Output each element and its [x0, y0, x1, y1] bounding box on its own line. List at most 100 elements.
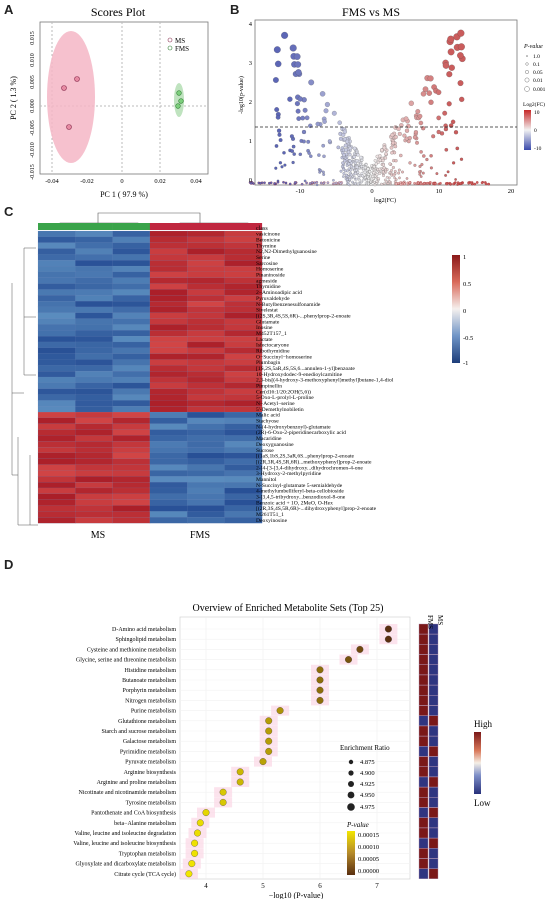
volcano-point: [382, 145, 387, 150]
strip-cell: [428, 735, 439, 747]
sample-strip: [418, 623, 439, 879]
heatmap-cell: [112, 306, 151, 314]
row-label: [1S,2S,5aR,4S,5S,6...annulen-1-yl]benzoa…: [256, 366, 355, 372]
row-label: 10-Hydroxydodec-9-enedioylcarnitine: [256, 372, 343, 378]
volcano-point: [282, 181, 285, 184]
volcano-point: [444, 148, 449, 152]
volcano-point: [352, 146, 357, 151]
volcano-point: [263, 181, 266, 185]
heatmap-cell: [187, 417, 225, 424]
heatmap-cell: [187, 301, 225, 308]
heatmap-cell: [75, 265, 113, 273]
volcano-point: [480, 181, 484, 185]
heatmap-cell: [112, 265, 151, 273]
heatmap-cell: [149, 487, 188, 495]
x-tick: 6: [318, 882, 322, 890]
strip-cell: [428, 797, 439, 808]
fc-legend-tick: 10: [534, 110, 540, 116]
heatmap-cell: [149, 365, 188, 372]
heatmap-cell: [187, 499, 225, 506]
heatmap-cell: [37, 353, 76, 360]
volcano-point: [357, 176, 361, 179]
heatmap-cell: [112, 324, 151, 331]
volcano-point: [378, 167, 382, 171]
volcano-point: [467, 181, 471, 185]
volcano-point: [355, 177, 359, 181]
volcano-point: [357, 181, 361, 185]
fc-legend-tick: 0: [534, 128, 537, 134]
heatmap-cell: [149, 306, 188, 314]
heatmap-cell: [187, 517, 225, 524]
heatmap-cell: [37, 417, 76, 424]
heatmap-cell: [37, 470, 76, 477]
strip-cell: [428, 756, 439, 767]
strip-cell: [418, 735, 429, 747]
volcano-point: [436, 129, 441, 135]
heatmap-cell: [149, 341, 188, 349]
heatmap-cell: [149, 499, 188, 506]
row-label: 5'-Demethylnobiletin: [256, 407, 304, 413]
volcano-point: [391, 140, 396, 145]
volcano-point: [418, 172, 422, 176]
ms-sample-point: [66, 124, 72, 130]
heatmap-cell: [112, 283, 151, 290]
volcano-point: [447, 48, 455, 56]
ms-sample-point: [74, 76, 80, 82]
enrichment-point: [316, 696, 324, 704]
volcano-point: [347, 183, 350, 186]
pathway-label: Arginine biosynthesis: [124, 770, 177, 776]
volcano-point: [439, 182, 442, 185]
panel-letter-a: A: [4, 2, 14, 17]
row-labels: vasicinoneBetonicineThymineN2,N2-Dimethy…: [256, 232, 394, 524]
volcano-point: [346, 178, 349, 181]
heatmap-cell: [75, 283, 113, 290]
heatmap-cell: [149, 464, 188, 471]
heatmap-cell: [112, 301, 151, 308]
pathway-label: Pyrimidine metabolism: [120, 749, 176, 755]
heatmap-cell: [75, 277, 113, 284]
volcano-point: [398, 176, 401, 180]
heatmap-cell: [187, 265, 225, 273]
y-tick: -0.005: [30, 120, 36, 136]
heatmap-cell: [224, 517, 263, 524]
pathway-label: Galactose metabolism: [123, 739, 176, 745]
heatmap-cell: [37, 394, 76, 401]
x-tick: 5: [261, 882, 265, 890]
heatmap-cell: [112, 499, 151, 506]
heatmap-cell: [112, 341, 151, 349]
volcano-point: [331, 110, 337, 116]
row-label: Lactate: [256, 337, 273, 343]
heatmap-cell: [187, 271, 225, 278]
heatmap-cell: [112, 312, 151, 319]
strip-cell: [428, 695, 439, 706]
heatmap-cell: [37, 464, 76, 471]
row-label: 5-Oxo-L-prolyl-L-proline: [256, 395, 314, 401]
fc-legend-title: Log2(FC): [523, 101, 545, 108]
volcano-point: [444, 173, 448, 177]
volcano-point: [366, 167, 370, 171]
volcano-point: [348, 159, 352, 163]
heatmap-cell: [75, 318, 113, 325]
volcano-point: [346, 150, 351, 154]
heatmap-cell: [187, 458, 225, 465]
strip-cell: [418, 868, 429, 879]
volcano-point: [418, 164, 422, 168]
volcano-point: [363, 166, 367, 170]
strip-cell: [428, 725, 439, 737]
volcano-point: [287, 96, 293, 102]
volcano-point: [418, 120, 424, 126]
row-label: N-Butylbenzenesulfonamide: [256, 301, 321, 308]
heatmap-cell: [112, 417, 151, 424]
heatmap-cell: [75, 260, 113, 267]
volcano-point: [315, 181, 319, 184]
volcano-point: [277, 132, 282, 137]
heatmap-cell: [187, 482, 225, 489]
panel-letter-d: D: [4, 557, 14, 572]
heatmap-cell: [112, 248, 151, 255]
row-label: Benzoic acid + 1O, 2MeO, O-Hex: [256, 500, 333, 506]
volcano-point: [382, 182, 386, 185]
volcano-point: [294, 61, 302, 68]
strip-cell: [418, 725, 429, 737]
heatmap-cell: [75, 406, 113, 413]
volcano-point: [399, 181, 402, 185]
